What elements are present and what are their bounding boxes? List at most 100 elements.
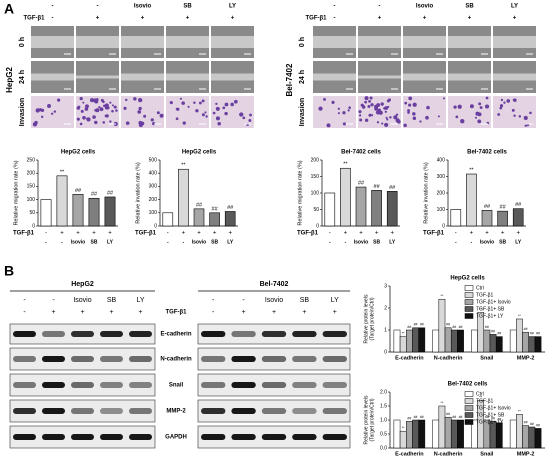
y-tick-label: 50 [313, 207, 319, 213]
cell [182, 121, 186, 125]
treatment-label: - [97, 4, 99, 10]
legend-swatch [464, 299, 474, 305]
x-tick-label: + [92, 231, 96, 237]
x-tick-label: + [485, 231, 489, 237]
cell [82, 115, 86, 120]
treatment-label: LY [511, 4, 518, 10]
scratch [313, 36, 356, 48]
band [322, 408, 347, 414]
band [71, 434, 94, 440]
y-tick-label: 100 [27, 197, 36, 203]
significance-label: ## [414, 323, 418, 327]
x-tick-label: Isovio [71, 239, 85, 245]
band [71, 408, 94, 414]
scratch [358, 75, 401, 79]
cell [412, 116, 417, 120]
scratch [448, 73, 491, 81]
cell [364, 118, 369, 122]
cell [102, 121, 106, 124]
significance-label: ** [479, 395, 482, 399]
cell [408, 103, 412, 107]
cell [453, 105, 457, 109]
treatment-label: + [186, 16, 190, 22]
x-tick-label: Isovio [480, 239, 494, 245]
cell [94, 108, 97, 112]
cell [205, 115, 208, 118]
row-label: 0 h [299, 37, 306, 47]
y-axis-label: Relative migration rate (%) [13, 160, 19, 225]
cell [57, 98, 61, 102]
significance-label: ## [484, 204, 491, 210]
cell [230, 102, 234, 107]
cell [369, 96, 373, 100]
legend-label: TGF-β1+ SB [476, 306, 505, 312]
significance-label: ## [212, 206, 219, 212]
treatment-label: + [302, 309, 306, 316]
cell [242, 116, 246, 120]
band [129, 434, 152, 440]
x-tick-label: - [471, 239, 473, 245]
chart-title: HepG2 cells [450, 276, 485, 282]
y-tick-label: 0.0 [380, 445, 387, 451]
y-tick-label: 200 [311, 157, 320, 163]
bar [516, 414, 523, 449]
bar [386, 191, 398, 227]
x-tick-label: Snail [480, 355, 494, 361]
treatment-label: + [513, 16, 517, 22]
treatment-label: + [96, 16, 100, 22]
cell [506, 99, 511, 103]
cell [376, 103, 381, 107]
significance-label: ** [60, 169, 65, 175]
treatment-label: - [23, 309, 26, 316]
protein-label: N-cadherin [160, 357, 192, 363]
cell [364, 96, 369, 101]
significance-label: ## [500, 205, 507, 211]
cell [109, 101, 112, 104]
treatment-label: - [23, 297, 26, 304]
scratch [493, 36, 536, 48]
band [231, 356, 256, 362]
bar [355, 186, 367, 227]
y-tick-label: 3 [384, 283, 387, 289]
significance-label: ## [530, 422, 534, 426]
cell [484, 104, 490, 109]
cell [367, 104, 371, 108]
x-tick-label: - [61, 239, 63, 245]
band [13, 434, 36, 440]
cell [387, 105, 390, 108]
significance-label: ## [414, 415, 418, 419]
x-tick-label: + [375, 231, 379, 237]
band [201, 331, 226, 337]
bar [509, 419, 517, 449]
significance-label: ## [358, 181, 365, 187]
legend-label: TGF-β1 [476, 398, 494, 404]
band [13, 331, 36, 337]
y-tick-label: 150 [27, 184, 36, 190]
cell-line-label: HepG2 [5, 67, 14, 93]
cell [80, 109, 84, 113]
band [292, 408, 317, 414]
cell [79, 122, 83, 126]
legend-swatch [464, 306, 474, 312]
legend-swatch [464, 419, 474, 425]
bar [56, 175, 68, 227]
x-tick-label: + [470, 231, 474, 237]
cell [370, 103, 374, 107]
y-tick-label: 100 [437, 207, 446, 213]
bar [162, 212, 174, 227]
row-label: 24 h [19, 70, 26, 84]
x-tick-label: N-cadherin [434, 451, 463, 457]
treatment-label: - [334, 4, 336, 10]
bar [324, 192, 336, 227]
y-tick-label: 300 [149, 184, 158, 190]
bar [393, 329, 401, 353]
x-tick-label: E-cadherin [395, 451, 424, 457]
cell [408, 96, 413, 101]
y-axis-label: Relative protein levels [363, 395, 369, 444]
significance-label: ## [459, 415, 463, 419]
x-tick-label: MMP-2 [517, 355, 535, 361]
legend-label: Ctrl [476, 391, 484, 397]
cell [475, 113, 478, 116]
x-tick-label: + [390, 231, 394, 237]
cell [138, 120, 143, 125]
